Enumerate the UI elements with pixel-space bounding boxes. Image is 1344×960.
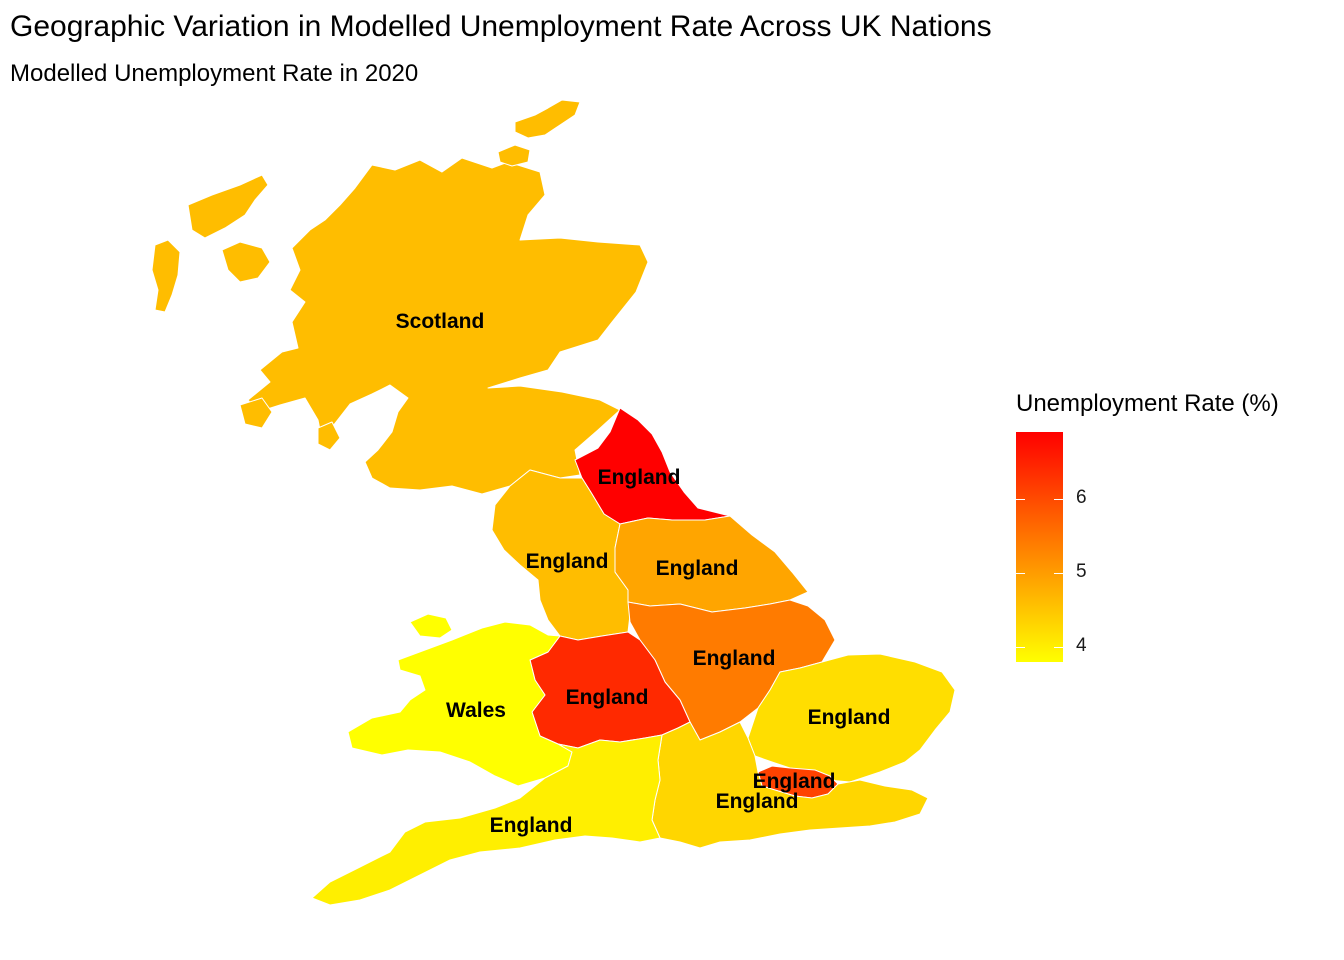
region-label-east: England — [808, 706, 891, 729]
legend-tick-mark-right — [1054, 647, 1063, 649]
legend-tick-label: 5 — [1076, 560, 1087, 582]
region-label-london: England — [753, 770, 836, 793]
legend-title: Unemployment Rate (%) — [1016, 390, 1279, 417]
region-scotland-shetland[interactable] — [514, 99, 581, 139]
page-title: Geographic Variation in Modelled Unemplo… — [10, 10, 992, 43]
region-scotland-isle-uists[interactable] — [151, 239, 181, 313]
region-label-south-west: England — [490, 814, 573, 837]
legend-tick-label: 4 — [1076, 635, 1087, 657]
region-wales-anglesey[interactable] — [409, 613, 453, 639]
region-scotland-isle-skye[interactable] — [221, 241, 271, 283]
region-scotland-isle-mull[interactable] — [239, 397, 273, 429]
region-label-yorkshire: England — [656, 557, 739, 580]
page-subtitle: Modelled Unemployment Rate in 2020 — [10, 60, 419, 87]
legend-tick-mark-right — [1054, 572, 1063, 574]
legend-tick-mark-left — [1016, 647, 1025, 649]
legend-tick-mark-right — [1054, 498, 1063, 500]
region-label-north-west: England — [526, 550, 609, 573]
region-label-east-midlands: England — [693, 647, 776, 670]
region-scotland-isle-islay[interactable] — [317, 421, 341, 451]
legend-tick-mark-left — [1016, 572, 1025, 574]
region-label-scotland: Scotland — [396, 310, 485, 333]
legend-tick-mark-left — [1016, 498, 1025, 500]
region-scotland-orkney[interactable] — [497, 144, 531, 167]
region-label-south-east: England — [716, 790, 799, 813]
legend-tick-label: 6 — [1076, 486, 1087, 508]
legend-colorbar — [1016, 432, 1063, 662]
region-south-east[interactable] — [651, 721, 929, 849]
region-label-wales: Wales — [446, 699, 506, 722]
region-scotland[interactable] — [247, 157, 649, 495]
region-scotland-isle-lewis[interactable] — [187, 174, 269, 239]
uk-choropleth-map: Scotland England England England England… — [151, 99, 956, 906]
region-south-west[interactable] — [311, 734, 663, 906]
region-label-west-midlands: England — [566, 686, 649, 709]
region-label-north-east: England — [598, 466, 681, 489]
